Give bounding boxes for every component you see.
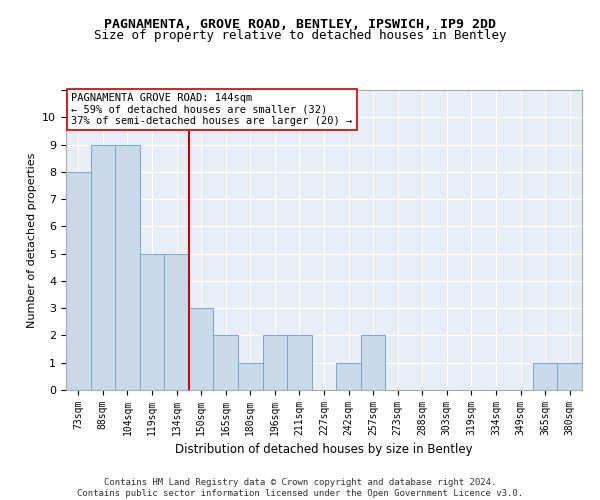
Bar (263, 336, 287, 390)
Bar (533, 362, 557, 390)
Bar (287, 336, 312, 390)
Y-axis label: Number of detached properties: Number of detached properties (27, 152, 37, 328)
Bar (189, 308, 214, 390)
Text: Size of property relative to detached houses in Bentley: Size of property relative to detached ho… (94, 29, 506, 42)
Bar (214, 336, 238, 390)
Bar (66, 172, 91, 390)
Bar (557, 362, 582, 390)
Text: PAGNAMENTA GROVE ROAD: 144sqm
← 59% of detached houses are smaller (32)
37% of s: PAGNAMENTA GROVE ROAD: 144sqm ← 59% of d… (71, 93, 352, 126)
Bar (164, 254, 189, 390)
Bar (91, 144, 115, 390)
Bar (361, 336, 385, 390)
X-axis label: Distribution of detached houses by size in Bentley: Distribution of detached houses by size … (175, 444, 473, 456)
Bar (238, 362, 263, 390)
Text: Contains HM Land Registry data © Crown copyright and database right 2024.
Contai: Contains HM Land Registry data © Crown c… (77, 478, 523, 498)
Bar (140, 254, 164, 390)
Text: PAGNAMENTA, GROVE ROAD, BENTLEY, IPSWICH, IP9 2DD: PAGNAMENTA, GROVE ROAD, BENTLEY, IPSWICH… (104, 18, 496, 30)
Bar (336, 362, 361, 390)
Bar (115, 144, 140, 390)
